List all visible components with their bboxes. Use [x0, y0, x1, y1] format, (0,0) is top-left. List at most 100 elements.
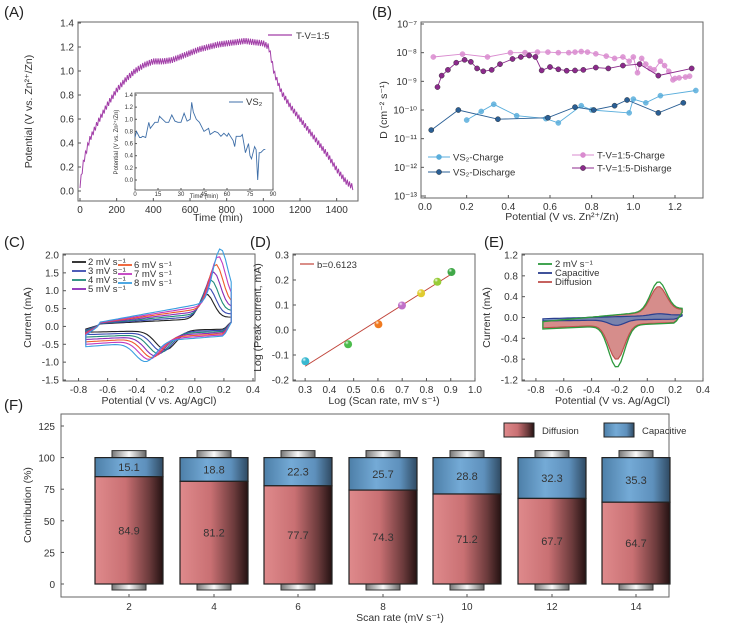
bar-label-diffusion: 84.9	[118, 525, 139, 537]
data-point-t-v-1-5-disharge	[547, 64, 553, 70]
inset-legend-label-vs2: VS₂	[246, 97, 263, 108]
y-tick-label: 100	[38, 454, 55, 465]
x-tick-label: 0.3	[298, 385, 312, 396]
data-point-t-v-1-5-charge	[484, 54, 491, 60]
x-tick-label: 0.6	[543, 202, 557, 213]
x-tick-label: 14	[630, 602, 642, 613]
data-point-t-v-1-5-disharge	[526, 52, 532, 59]
panel-label-e: (E)	[484, 234, 504, 251]
inset-y-tick-label: 1.4	[125, 93, 134, 99]
battery-top-terminal	[196, 450, 232, 459]
y-tick-label: 1.4	[60, 19, 74, 30]
data-point-vs-discharge	[572, 104, 578, 110]
inset-y-tick-label: 0.4	[125, 154, 134, 160]
inset-y-tick-label: 0.6	[125, 142, 134, 148]
legend-label-6-mv-s: 6 mV s⁻¹	[134, 260, 172, 271]
y-tick-label: 10⁻¹¹	[394, 134, 418, 145]
legend-label-diffusion: Diffusion	[555, 277, 592, 288]
bar-capacitive	[601, 457, 671, 503]
legend-label-2-mv-s-: 2 mV s⁻¹	[555, 259, 593, 270]
x-tick-label: 0.2	[668, 385, 682, 396]
x-axis-label: Potential (V vs. Ag/AgCl)	[555, 395, 670, 407]
data-point-vs-discharge	[655, 110, 662, 116]
data-point-t-v-1-5-disharge	[532, 54, 539, 60]
x-axis-label: Log (Scan rate, mV s⁻¹)	[328, 395, 439, 407]
data-point-t-v-1-5-disharge	[488, 67, 495, 73]
y-tick-label: 0.8	[60, 91, 74, 102]
data-point-t-v-1-5-charge	[430, 54, 437, 60]
bar-diffusion	[432, 493, 502, 585]
bar-label-diffusion: 64.7	[625, 538, 646, 550]
plot-frame	[292, 253, 476, 382]
panel-label-f: (F)	[4, 397, 23, 414]
data-point-t-v-1-5-charge	[459, 51, 466, 57]
bar-capacitive	[517, 457, 587, 500]
battery-bottom-terminal	[111, 583, 147, 591]
bar-capacitive	[263, 457, 333, 487]
legend-label-2-mv-s: 2 mV s⁻¹	[88, 257, 126, 268]
plot-frame	[62, 253, 256, 382]
data-point-t-v-1-5-disharge	[580, 67, 587, 73]
data-point-highlight	[344, 340, 353, 349]
legend-label-5-mv-s: 5 mV s⁻¹	[88, 284, 126, 295]
data-point-vs-charge	[478, 108, 485, 115]
legend-label-t-v-1-5: T-V=1:5	[296, 31, 330, 42]
data-point-vs-discharge	[680, 100, 687, 106]
x-tick-label: -0.2	[611, 385, 629, 396]
data-point-t-v-1-5-charge	[507, 49, 514, 56]
data-point-t-v-1-5-disharge	[509, 56, 516, 62]
legend-marker-t-v-1-5-disharge	[580, 165, 586, 171]
x-tick-label: -0.6	[99, 385, 117, 396]
inset-frame	[134, 92, 274, 191]
x-axis-label: Potential (V vs. Ag/AgCl)	[102, 395, 217, 407]
data-point-highlight	[397, 301, 406, 310]
y-tick-label: -0.1	[272, 351, 290, 362]
data-point-t-v-1-5-charge	[584, 49, 591, 55]
x-tick-label: 0.9	[444, 385, 458, 396]
data-point-t-v-1-5-charge	[534, 49, 541, 55]
data-point-t-v-1-5-disharge	[605, 65, 612, 72]
inset-y-tick-label: 0.0	[125, 178, 134, 184]
data-point-t-v-1-5-charge	[545, 49, 551, 55]
x-tick-label: 0.7	[395, 385, 409, 396]
inset-y-tick-label: 1.0	[125, 117, 134, 123]
y-tick-label: 10⁻¹²	[394, 163, 418, 174]
chart-b: 0.0 0.2 0.4 0.6 0.8 1.0 1.2 10⁻¹³ 10⁻¹² 10⁻¹¹ 10⁻¹…	[378, 20, 704, 223]
x-tick-label: -0.6	[555, 385, 573, 396]
data-point-vs-charge	[513, 112, 520, 119]
x-tick-label: 0.0	[418, 202, 432, 213]
data-point-t-v-1-5-charge	[651, 67, 657, 73]
legend-label-8-mv-s: 8 mV s⁻¹	[134, 278, 172, 289]
legend-label-vs-charge: VS₂-Charge	[453, 153, 504, 164]
x-tick-label: 0.4	[501, 202, 515, 213]
x-tick-label: 4	[211, 602, 217, 613]
battery-bottom-terminal	[449, 583, 485, 591]
legend-label-fit: b=0.6123	[317, 260, 357, 271]
data-point-t-v-1-5-charge	[686, 73, 693, 79]
inset-x-tick-label: 15	[155, 192, 162, 198]
y-tick-label: -0.2	[272, 376, 290, 387]
data-point-highlight	[374, 320, 383, 329]
y-tick-label: 0.5	[45, 304, 59, 315]
inset-y-tick-label: 0.8	[125, 129, 134, 135]
data-point-t-v-1-5-disharge	[572, 67, 578, 74]
data-point-t-v-1-5-charge	[665, 68, 672, 75]
y-tick-label: -0.4	[501, 334, 519, 345]
x-axis-label: Scan rate (mV s⁻¹)	[356, 612, 444, 624]
y-tick-label: 10⁻¹⁰	[393, 106, 417, 117]
legend-label-diffusion: Diffusion	[542, 426, 579, 437]
x-tick-label: -0.4	[583, 385, 601, 396]
plot-frame	[77, 21, 359, 202]
y-tick-label: 0.4	[60, 139, 74, 150]
x-axis-label: Time (min)	[193, 212, 243, 224]
data-point-t-v-1-5-disharge	[655, 72, 662, 79]
chart-c: -0.8 -0.6 -0.4 -0.2 0.0 0.2 0.4 -1.5 -1.0 -0.5 0.0…	[22, 248, 260, 407]
bar-label-diffusion: 67.7	[541, 536, 562, 548]
y-tick-label: 0.8	[504, 271, 518, 282]
data-point-t-v-1-5-charge	[572, 49, 578, 55]
data-point-t-v-1-5-charge	[522, 49, 528, 56]
cv-curve-8-mv-s	[85, 248, 232, 363]
bar-diffusion	[517, 497, 587, 585]
x-tick-label: 0	[77, 205, 83, 216]
data-point-vs-discharge	[611, 102, 618, 109]
